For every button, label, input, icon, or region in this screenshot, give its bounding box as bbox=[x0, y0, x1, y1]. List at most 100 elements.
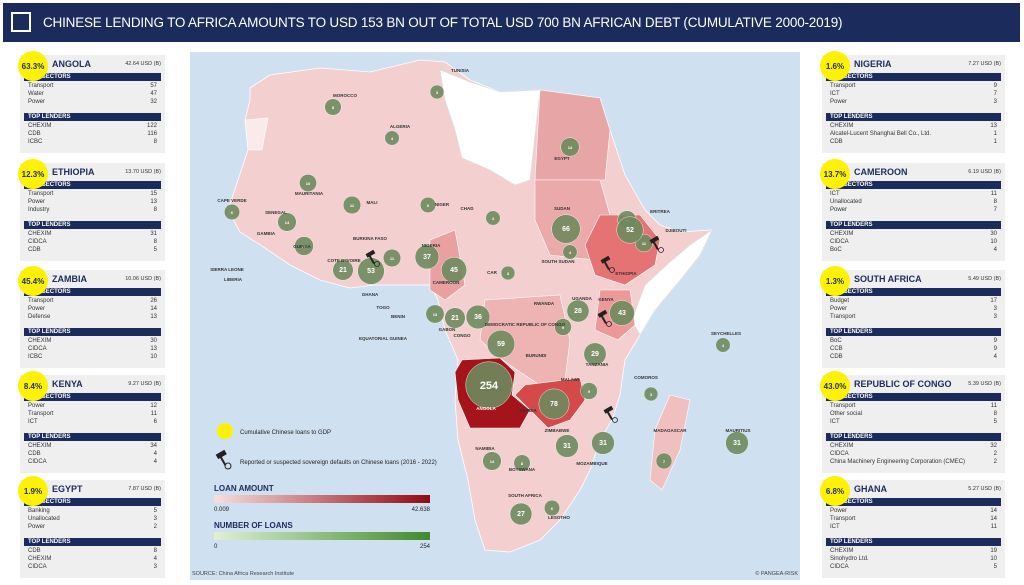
section-bar: TOP LENDERS bbox=[826, 113, 1001, 121]
loan-bubble bbox=[513, 454, 531, 472]
row-label: Water bbox=[28, 91, 44, 97]
country-shape bbox=[244, 117, 269, 151]
section-bar: TOP SECTORS bbox=[24, 498, 161, 506]
gavel-handle bbox=[368, 255, 375, 264]
country-label: MALI bbox=[367, 200, 378, 205]
row-value: 122 bbox=[146, 123, 157, 129]
country-label: NAMIBIA bbox=[475, 446, 495, 451]
loan-bubble bbox=[591, 431, 615, 455]
country-label: ZIMBABWE bbox=[545, 428, 570, 433]
table-row: CDB 5 bbox=[28, 247, 157, 254]
loan-bubble bbox=[324, 98, 342, 116]
table-row: Defense 13 bbox=[28, 314, 157, 321]
country-panel: CAMEROON 6.19 USD (B) TOP SECTORS ICT 11 Unal… bbox=[822, 163, 1005, 261]
country-label: CAR bbox=[487, 270, 497, 275]
table-row: ICBC 10 bbox=[28, 354, 157, 361]
row-label: CHEXIM bbox=[28, 443, 52, 449]
row-value: 14 bbox=[990, 516, 997, 522]
gdp-ratio: 43.0% bbox=[820, 371, 850, 401]
gavel-handle bbox=[652, 241, 659, 250]
row-value: 4 bbox=[993, 354, 997, 360]
section-bar: TOP SECTORS bbox=[826, 73, 1001, 81]
country-label: ERITREA bbox=[650, 209, 671, 214]
default-gavel bbox=[365, 249, 380, 267]
bubble-label: 4 bbox=[569, 250, 572, 255]
row-label: CIDCA bbox=[830, 451, 849, 457]
loan-bubble bbox=[342, 195, 362, 215]
country-label: ZAMBIA bbox=[519, 408, 537, 413]
bubble-label: 3 bbox=[436, 90, 439, 95]
row-label: CHEXIM bbox=[28, 556, 52, 562]
country-label: UGANDA bbox=[572, 296, 592, 301]
loan-bubble bbox=[414, 244, 440, 270]
row-label: Power bbox=[830, 99, 848, 105]
section-bar: TOP LENDERS bbox=[24, 113, 161, 121]
row-label: Power bbox=[28, 99, 46, 105]
loan-amount: 42.64 USD (B) bbox=[125, 61, 161, 67]
country-label: MAURITIUS bbox=[726, 428, 751, 433]
gdp-ratio: 1.9% bbox=[18, 476, 48, 506]
row-value: 13 bbox=[990, 123, 997, 129]
row-label: Transport bbox=[28, 298, 54, 304]
loan-bubble bbox=[485, 210, 501, 226]
country-label: BURUNDI bbox=[526, 353, 547, 358]
section-bar: TOP SECTORS bbox=[24, 181, 161, 189]
row-value: 7 bbox=[993, 207, 997, 213]
bubble-label: 6 bbox=[231, 210, 234, 215]
bubble-label: 3 bbox=[650, 392, 653, 397]
row-label: Transport bbox=[830, 314, 856, 320]
row-value: 7 bbox=[993, 91, 997, 97]
row-label: BoC bbox=[830, 247, 842, 253]
country-label: SOUTH AFRICA bbox=[508, 493, 543, 498]
row-label: Unallocated bbox=[28, 516, 60, 522]
loan-bubble bbox=[465, 361, 513, 409]
row-label: CIDCA bbox=[28, 564, 47, 570]
row-value: 5 bbox=[153, 508, 157, 514]
row-label: CDB bbox=[830, 354, 843, 360]
loan-bubble bbox=[583, 342, 607, 366]
row-value: 3 bbox=[993, 306, 997, 312]
country-label: NIGER bbox=[435, 202, 450, 207]
row-value: 34 bbox=[150, 443, 157, 449]
country-label: GABON bbox=[439, 327, 456, 332]
row-value: 116 bbox=[147, 131, 157, 137]
table-row: Budget 17 bbox=[830, 298, 997, 305]
row-value: 5 bbox=[153, 247, 157, 253]
bubble-label: 45 bbox=[450, 267, 458, 274]
row-value: 9 bbox=[993, 83, 997, 89]
table-row: Transport 26 bbox=[28, 298, 157, 305]
country-panel: NIGERIA 7.27 USD (B) TOP SECTORS Transport 9… bbox=[822, 55, 1005, 153]
row-value: 15 bbox=[150, 191, 157, 197]
gavel-dot bbox=[606, 321, 612, 327]
bubble-label: 6 bbox=[427, 203, 430, 208]
row-label: CDB bbox=[28, 451, 41, 457]
row-label: BoC bbox=[830, 338, 842, 344]
country-label: BENIN bbox=[391, 314, 405, 319]
row-value: 10 bbox=[150, 354, 157, 360]
country-name: CAMEROON bbox=[854, 167, 908, 177]
country-name: ZAMBIA bbox=[52, 274, 87, 284]
section-bar: TOP LENDERS bbox=[24, 328, 161, 336]
loan-bubble bbox=[500, 265, 516, 281]
bubble-label: 36 bbox=[474, 314, 482, 321]
row-label: Power bbox=[28, 199, 46, 205]
gavel-dot bbox=[374, 261, 380, 267]
section-bar: TOP LENDERS bbox=[826, 328, 1001, 336]
row-value: 57 bbox=[150, 83, 157, 89]
country-label: EQUATORIAL GUINEA bbox=[359, 336, 408, 341]
section-bar: TOP LENDERS bbox=[826, 538, 1001, 546]
default-gavel bbox=[600, 255, 615, 273]
source: SOURCE: China Africa Research Institute bbox=[192, 571, 294, 577]
loan-bubble bbox=[441, 257, 467, 283]
row-value: 12 bbox=[150, 403, 157, 409]
row-value: 17 bbox=[990, 298, 997, 304]
table-row: CHEXIM 30 bbox=[830, 231, 997, 238]
row-label: CHEXIM bbox=[830, 123, 854, 129]
country-shape bbox=[534, 89, 611, 181]
row-label: Transport bbox=[830, 403, 856, 409]
country-label: DJIBOUTI bbox=[665, 228, 686, 233]
bubble-label: 11 bbox=[642, 241, 647, 246]
row-value: 47 bbox=[150, 91, 157, 97]
table-row: ICT 7 bbox=[830, 91, 997, 98]
table-row: CIDCA 10 bbox=[830, 239, 997, 246]
